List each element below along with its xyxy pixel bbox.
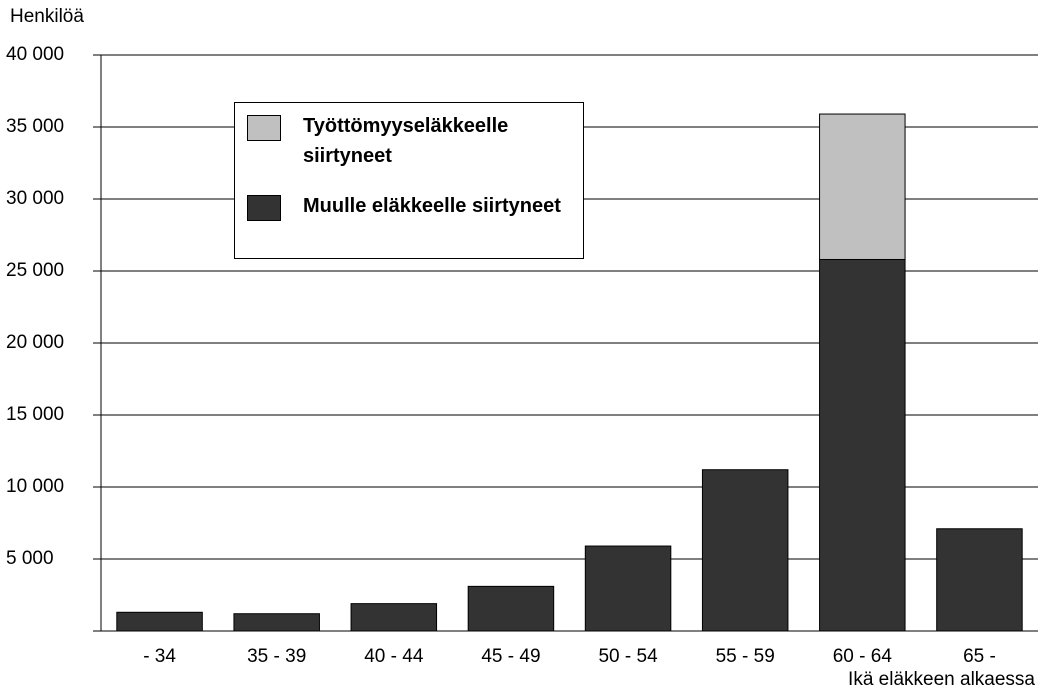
y-tick-label: 30 000 <box>6 188 64 209</box>
legend-label: Työttömyyseläkkeelle siirtyneet <box>303 115 509 167</box>
x-tick-label: 65 - <box>963 646 996 667</box>
x-tick-label: 35 - 39 <box>247 646 306 667</box>
y-tick-label: 20 000 <box>6 332 64 353</box>
y-tick-label: 10 000 <box>6 476 64 497</box>
bar-segment <box>116 611 203 632</box>
bar-segment <box>467 585 555 632</box>
y-tick-label: 5 000 <box>6 548 54 569</box>
legend-label: Muulle eläkkeelle siirtyneet <box>303 195 561 217</box>
y-tick-label: 40 000 <box>6 44 64 65</box>
legend: Työttömyyseläkkeelle siirtyneet Muulle el… <box>234 102 584 259</box>
bar-segment <box>233 613 320 632</box>
y-tick-label: 25 000 <box>6 260 64 281</box>
x-tick-label: - 34 <box>143 646 176 667</box>
bar-segment <box>350 603 438 632</box>
x-tick-label: 60 - 64 <box>833 646 893 667</box>
y-axis-label: Henkilöä <box>10 6 84 27</box>
legend-swatch <box>247 195 281 221</box>
legend-item: Työttömyyseläkkeelle siirtyneet <box>247 111 588 171</box>
legend-item: Muulle eläkkeelle siirtyneet <box>247 191 588 221</box>
bar-segment <box>936 528 1023 632</box>
x-axis-label: Ikä eläkkeen alkaessa <box>848 669 1035 690</box>
y-tick-label: 15 000 <box>6 404 64 425</box>
bar-segment <box>584 545 672 632</box>
x-tick-label: 50 - 54 <box>598 646 658 667</box>
y-tick-label: 35 000 <box>6 116 64 137</box>
bar-segment <box>819 113 906 260</box>
bar-segment <box>701 469 789 632</box>
bar-segment <box>819 258 906 632</box>
x-tick-label: 40 - 44 <box>364 646 424 667</box>
x-tick-label: 45 - 49 <box>481 646 540 667</box>
x-tick-label: 55 - 59 <box>716 646 775 667</box>
legend-swatch <box>247 115 281 141</box>
